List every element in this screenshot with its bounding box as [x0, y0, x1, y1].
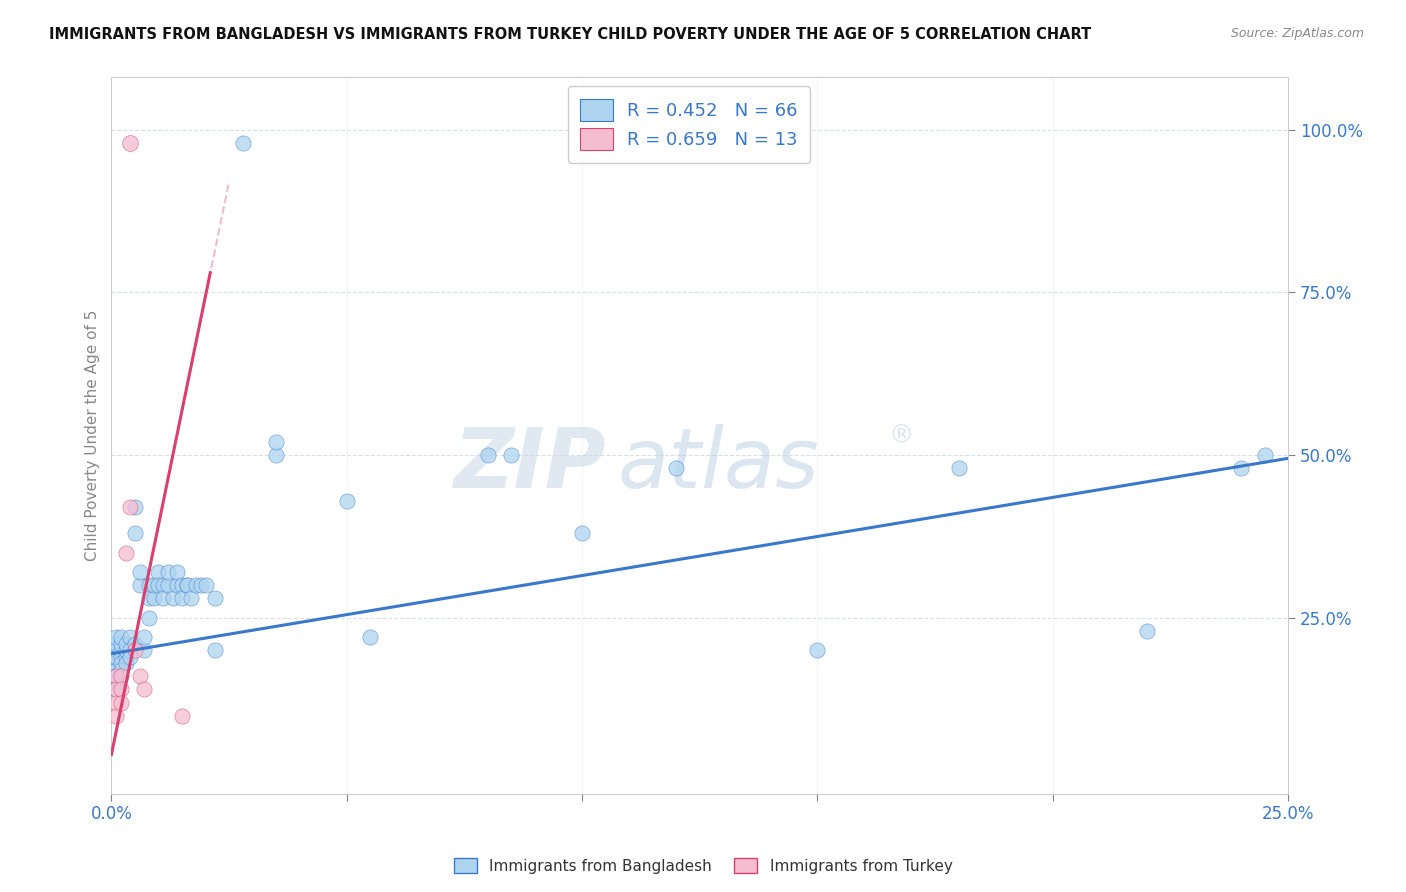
Point: [170, 708, 193, 723]
Point: [105, 657, 128, 671]
Point: [105, 669, 128, 683]
Point: [120, 136, 142, 150]
Point: [110, 682, 132, 697]
Point: [120, 500, 142, 515]
Point: [665, 461, 688, 475]
Point: [1230, 461, 1253, 475]
Point: [148, 578, 170, 592]
Point: [105, 649, 128, 664]
Point: [124, 643, 146, 657]
Point: [138, 578, 160, 592]
Point: [105, 682, 128, 697]
Point: [105, 643, 128, 657]
Text: Source: ZipAtlas.com: Source: ZipAtlas.com: [1230, 27, 1364, 40]
Point: [105, 676, 128, 690]
Point: [264, 435, 287, 450]
Point: [170, 578, 193, 592]
Point: [176, 578, 198, 592]
Point: [501, 448, 523, 462]
Point: [204, 643, 226, 657]
Point: [105, 669, 128, 683]
Point: [114, 546, 136, 560]
Point: [359, 631, 381, 645]
Point: [105, 631, 128, 645]
Point: [110, 669, 132, 683]
Point: [184, 578, 207, 592]
Legend: Immigrants from Bangladesh, Immigrants from Turkey: Immigrants from Bangladesh, Immigrants f…: [447, 852, 959, 880]
Point: [1253, 448, 1275, 462]
Point: [120, 631, 142, 645]
Point: [114, 649, 136, 664]
Point: [162, 591, 184, 606]
Point: [120, 643, 142, 657]
Point: [114, 657, 136, 671]
Point: [477, 448, 499, 462]
Point: [105, 682, 128, 697]
Point: [134, 682, 156, 697]
Point: [571, 526, 593, 541]
Point: [124, 637, 146, 651]
Point: [336, 493, 359, 508]
Point: [114, 637, 136, 651]
Point: [105, 663, 128, 677]
Point: [156, 566, 179, 580]
Point: [138, 611, 160, 625]
Point: [264, 448, 287, 462]
Point: [114, 643, 136, 657]
Point: [176, 578, 198, 592]
Point: [128, 578, 150, 592]
Point: [166, 578, 188, 592]
Point: [134, 631, 156, 645]
Point: [110, 657, 132, 671]
Text: ZIP: ZIP: [453, 424, 606, 505]
Point: [110, 637, 132, 651]
Point: [142, 591, 165, 606]
Point: [105, 696, 128, 710]
Legend: R = 0.452   N = 66, R = 0.659   N = 13: R = 0.452 N = 66, R = 0.659 N = 13: [568, 87, 810, 163]
Point: [190, 578, 212, 592]
Point: [152, 591, 174, 606]
Text: IMMIGRANTS FROM BANGLADESH VS IMMIGRANTS FROM TURKEY CHILD POVERTY UNDER THE AGE: IMMIGRANTS FROM BANGLADESH VS IMMIGRANTS…: [49, 27, 1091, 42]
Point: [110, 696, 132, 710]
Point: [120, 649, 142, 664]
Point: [110, 649, 132, 664]
Point: [194, 578, 217, 592]
Point: [142, 578, 165, 592]
Text: atlas: atlas: [617, 424, 820, 505]
Point: [110, 663, 132, 677]
Point: [134, 643, 156, 657]
Point: [152, 578, 174, 592]
Point: [180, 591, 202, 606]
Point: [806, 643, 828, 657]
Point: [948, 461, 970, 475]
Point: [128, 566, 150, 580]
Point: [128, 669, 150, 683]
Point: [232, 136, 254, 150]
Y-axis label: Child Poverty Under the Age of 5: Child Poverty Under the Age of 5: [86, 310, 100, 561]
Point: [166, 566, 188, 580]
Point: [138, 591, 160, 606]
Point: [1136, 624, 1159, 638]
Point: [105, 708, 128, 723]
Text: ®: ®: [889, 424, 912, 448]
Point: [110, 631, 132, 645]
Point: [170, 591, 193, 606]
Point: [204, 591, 226, 606]
Point: [148, 566, 170, 580]
Point: [105, 637, 128, 651]
Point: [110, 643, 132, 657]
Point: [124, 526, 146, 541]
Point: [156, 578, 179, 592]
Point: [124, 500, 146, 515]
